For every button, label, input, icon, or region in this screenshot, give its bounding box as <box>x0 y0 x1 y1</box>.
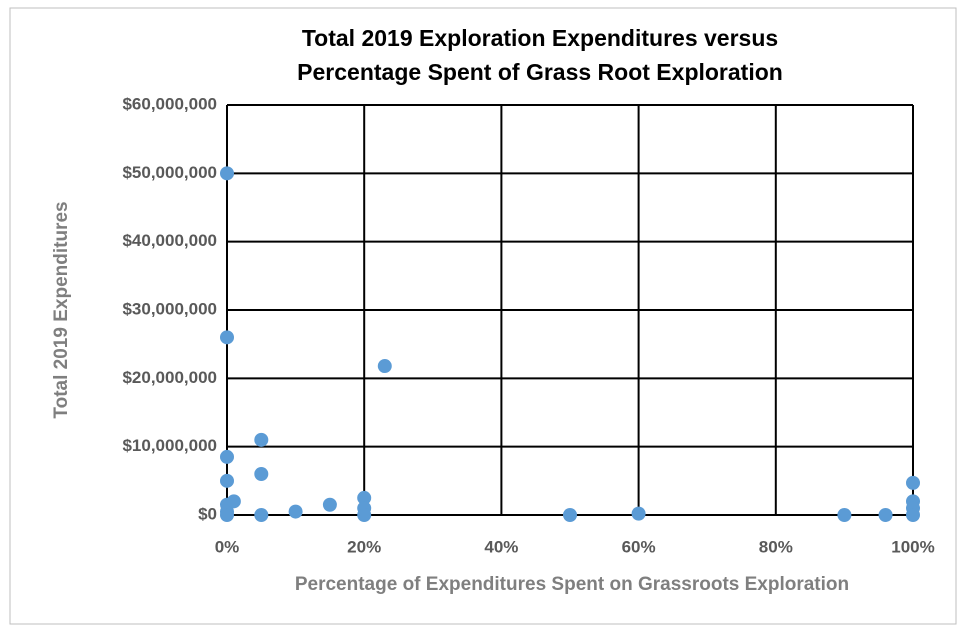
x-tick-label: 100% <box>891 537 934 556</box>
y-tick-label: $40,000,000 <box>122 231 217 250</box>
x-tick-label: 80% <box>759 537 793 556</box>
point <box>631 506 646 521</box>
x-tick-label: 60% <box>622 537 656 556</box>
point <box>254 467 269 481</box>
y-tick-label: $50,000,000 <box>122 163 217 182</box>
x-tick-label: 40% <box>484 537 518 556</box>
point <box>357 508 372 522</box>
point <box>357 490 372 505</box>
chart-frame <box>9 7 957 625</box>
x-tick-label: 0% <box>215 537 240 556</box>
y-tick-label: $20,000,000 <box>122 368 217 387</box>
y-tick-label: $60,000,000 <box>122 94 217 113</box>
point <box>220 508 234 522</box>
point <box>226 494 241 509</box>
point <box>837 508 852 522</box>
x-tick-label: 20% <box>347 537 381 556</box>
point <box>322 497 337 512</box>
point <box>906 508 920 522</box>
y-tick-label: $30,000,000 <box>122 299 217 318</box>
point <box>377 359 392 374</box>
point <box>220 330 234 345</box>
point <box>288 504 303 519</box>
y-axis-title: Total 2019 Expenditures <box>51 201 72 418</box>
y-tick-label: $0 <box>198 504 217 523</box>
point <box>254 432 269 447</box>
point <box>220 166 234 181</box>
chart-title: Percentage Spent of Grass Root Explorati… <box>297 59 783 85</box>
point <box>878 508 893 522</box>
point <box>563 508 577 522</box>
y-tick-label: $10,000,000 <box>122 436 217 455</box>
x-axis-title: Percentage of Expenditures Spent on Gras… <box>295 574 849 595</box>
point <box>906 475 920 490</box>
point <box>220 473 234 488</box>
point <box>220 449 234 464</box>
point <box>254 508 269 522</box>
chart-title: Total 2019 Exploration Expenditures vers… <box>302 25 778 51</box>
